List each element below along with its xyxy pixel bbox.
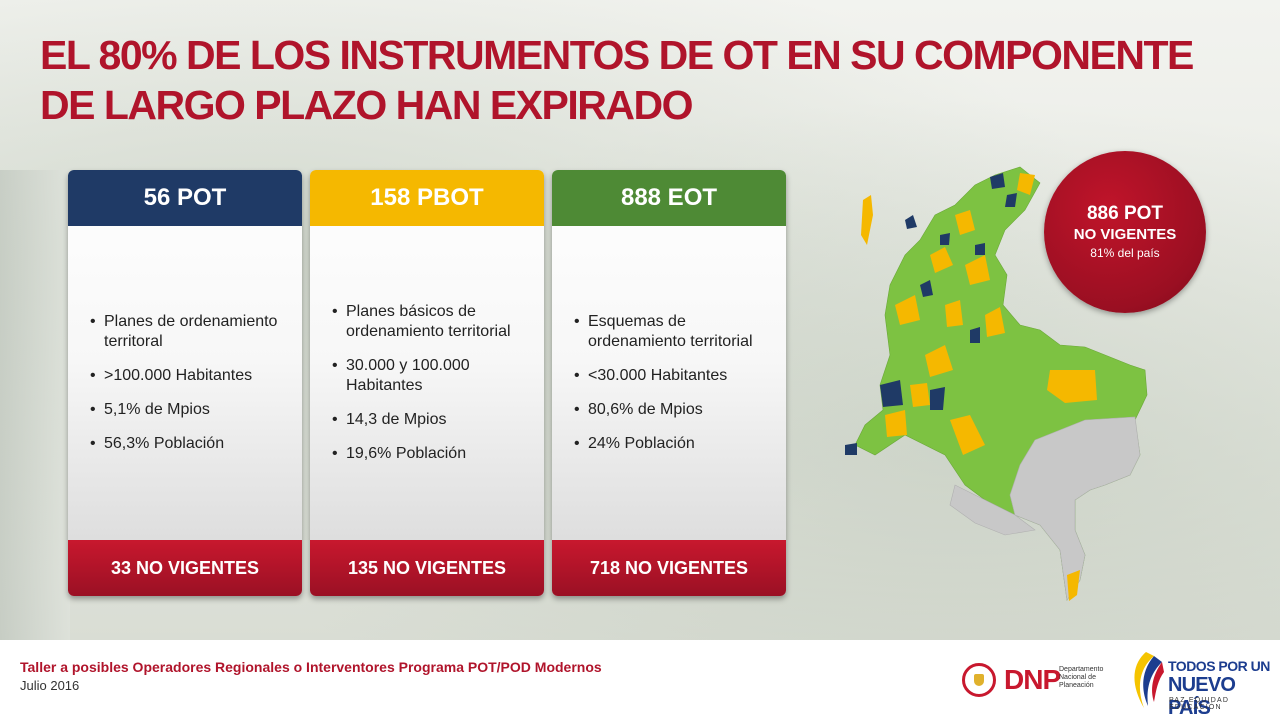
card-header-label: 56 POT [143,184,227,211]
card-header: 56 POT [68,170,302,226]
map-island [861,195,873,245]
card-pot: 56 POT Planes de ordenamiento territoral… [68,170,302,596]
colombia-map [845,166,1148,601]
slide-title: EL 80% DE LOS INSTRUMENTOS DE OT EN SU C… [40,32,1194,128]
badge-status: NO VIGENTES [1073,226,1177,243]
card-header-label: 888 EOT [620,184,718,211]
card-list: Esquemas de ordenamiento territorial <30… [552,312,786,454]
card-header-label: 158 PBOT [370,184,484,211]
dnp-logo-subtitle: Departamento Nacional de Planeación [1059,666,1104,689]
list-item: 80,6% de Mpios [574,400,776,420]
map-pot-regions [845,173,1017,455]
card-footer: 33 NO VIGENTES [68,540,302,596]
footer-title: Taller a posibles Operadores Regionales … [20,659,602,675]
list-item: >100.000 Habitantes [90,366,292,386]
card-footer: 135 NO VIGENTES [310,540,544,596]
todos-por-un-nuevo-pais-logo: TODOS POR UN NUEVO PAÍS PAZ EQUIDAD EDUC… [1128,650,1273,719]
map-region-nodata-east [1009,416,1141,601]
list-item: 5,1% de Mpios [90,400,292,420]
card-list: Planes básicos de ordenamiento territori… [310,302,544,464]
map-region-nodata-south [949,484,1036,536]
background-building [0,170,70,640]
card-body: Planes de ordenamiento territoral >100.0… [68,226,302,540]
flag-swoosh-icon [1134,652,1164,708]
card-eot: 888 EOT Esquemas de ordenamiento territo… [552,170,786,596]
card-header: 158 PBOT [310,170,544,226]
map-pbot-regions [885,173,1097,601]
card-pbot: 158 PBOT Planes básicos de ordenamiento … [310,170,544,596]
dnp-logo: DNP Departamento Nacional de Planeación [962,660,1104,702]
card-body: Esquemas de ordenamiento territorial <30… [552,226,786,540]
tpn-line3: PAZ EQUIDAD EDUCACIÓN [1169,697,1230,711]
no-vigentes-badge: 886 POT NO VIGENTES 81% del país [1044,151,1206,313]
list-item: 30.000 y 100.000 Habitantes [332,356,534,396]
badge-count: 886 POT [1086,203,1164,224]
footer: Taller a posibles Operadores Regionales … [0,640,1280,720]
list-item: 56,3% Población [90,434,292,454]
dnp-logo-text: DNP [1004,664,1061,695]
colombia-seal-icon [962,663,996,697]
list-item: Planes básicos de ordenamiento territori… [332,302,534,342]
tpn-line1: TODOS POR UN [1168,658,1270,674]
list-item: Esquemas de ordenamiento territorial [574,312,776,352]
map-base [854,166,1148,601]
footer-date: Julio 2016 [20,678,80,693]
tpn-line2: NUEVO PAÍS [1168,674,1236,719]
badge-percent: 81% del país [1090,246,1160,260]
list-item: Planes de ordenamiento territoral [90,312,292,352]
list-item: 19,6% Población [332,444,534,464]
card-footer: 718 NO VIGENTES [552,540,786,596]
card-body: Planes básicos de ordenamiento territori… [310,226,544,540]
list-item: 14,3 de Mpios [332,410,534,430]
card-header: 888 EOT [552,170,786,226]
card-list: Planes de ordenamiento territoral >100.0… [68,312,302,454]
list-item: <30.000 Habitantes [574,366,776,386]
list-item: 24% Población [574,434,776,454]
